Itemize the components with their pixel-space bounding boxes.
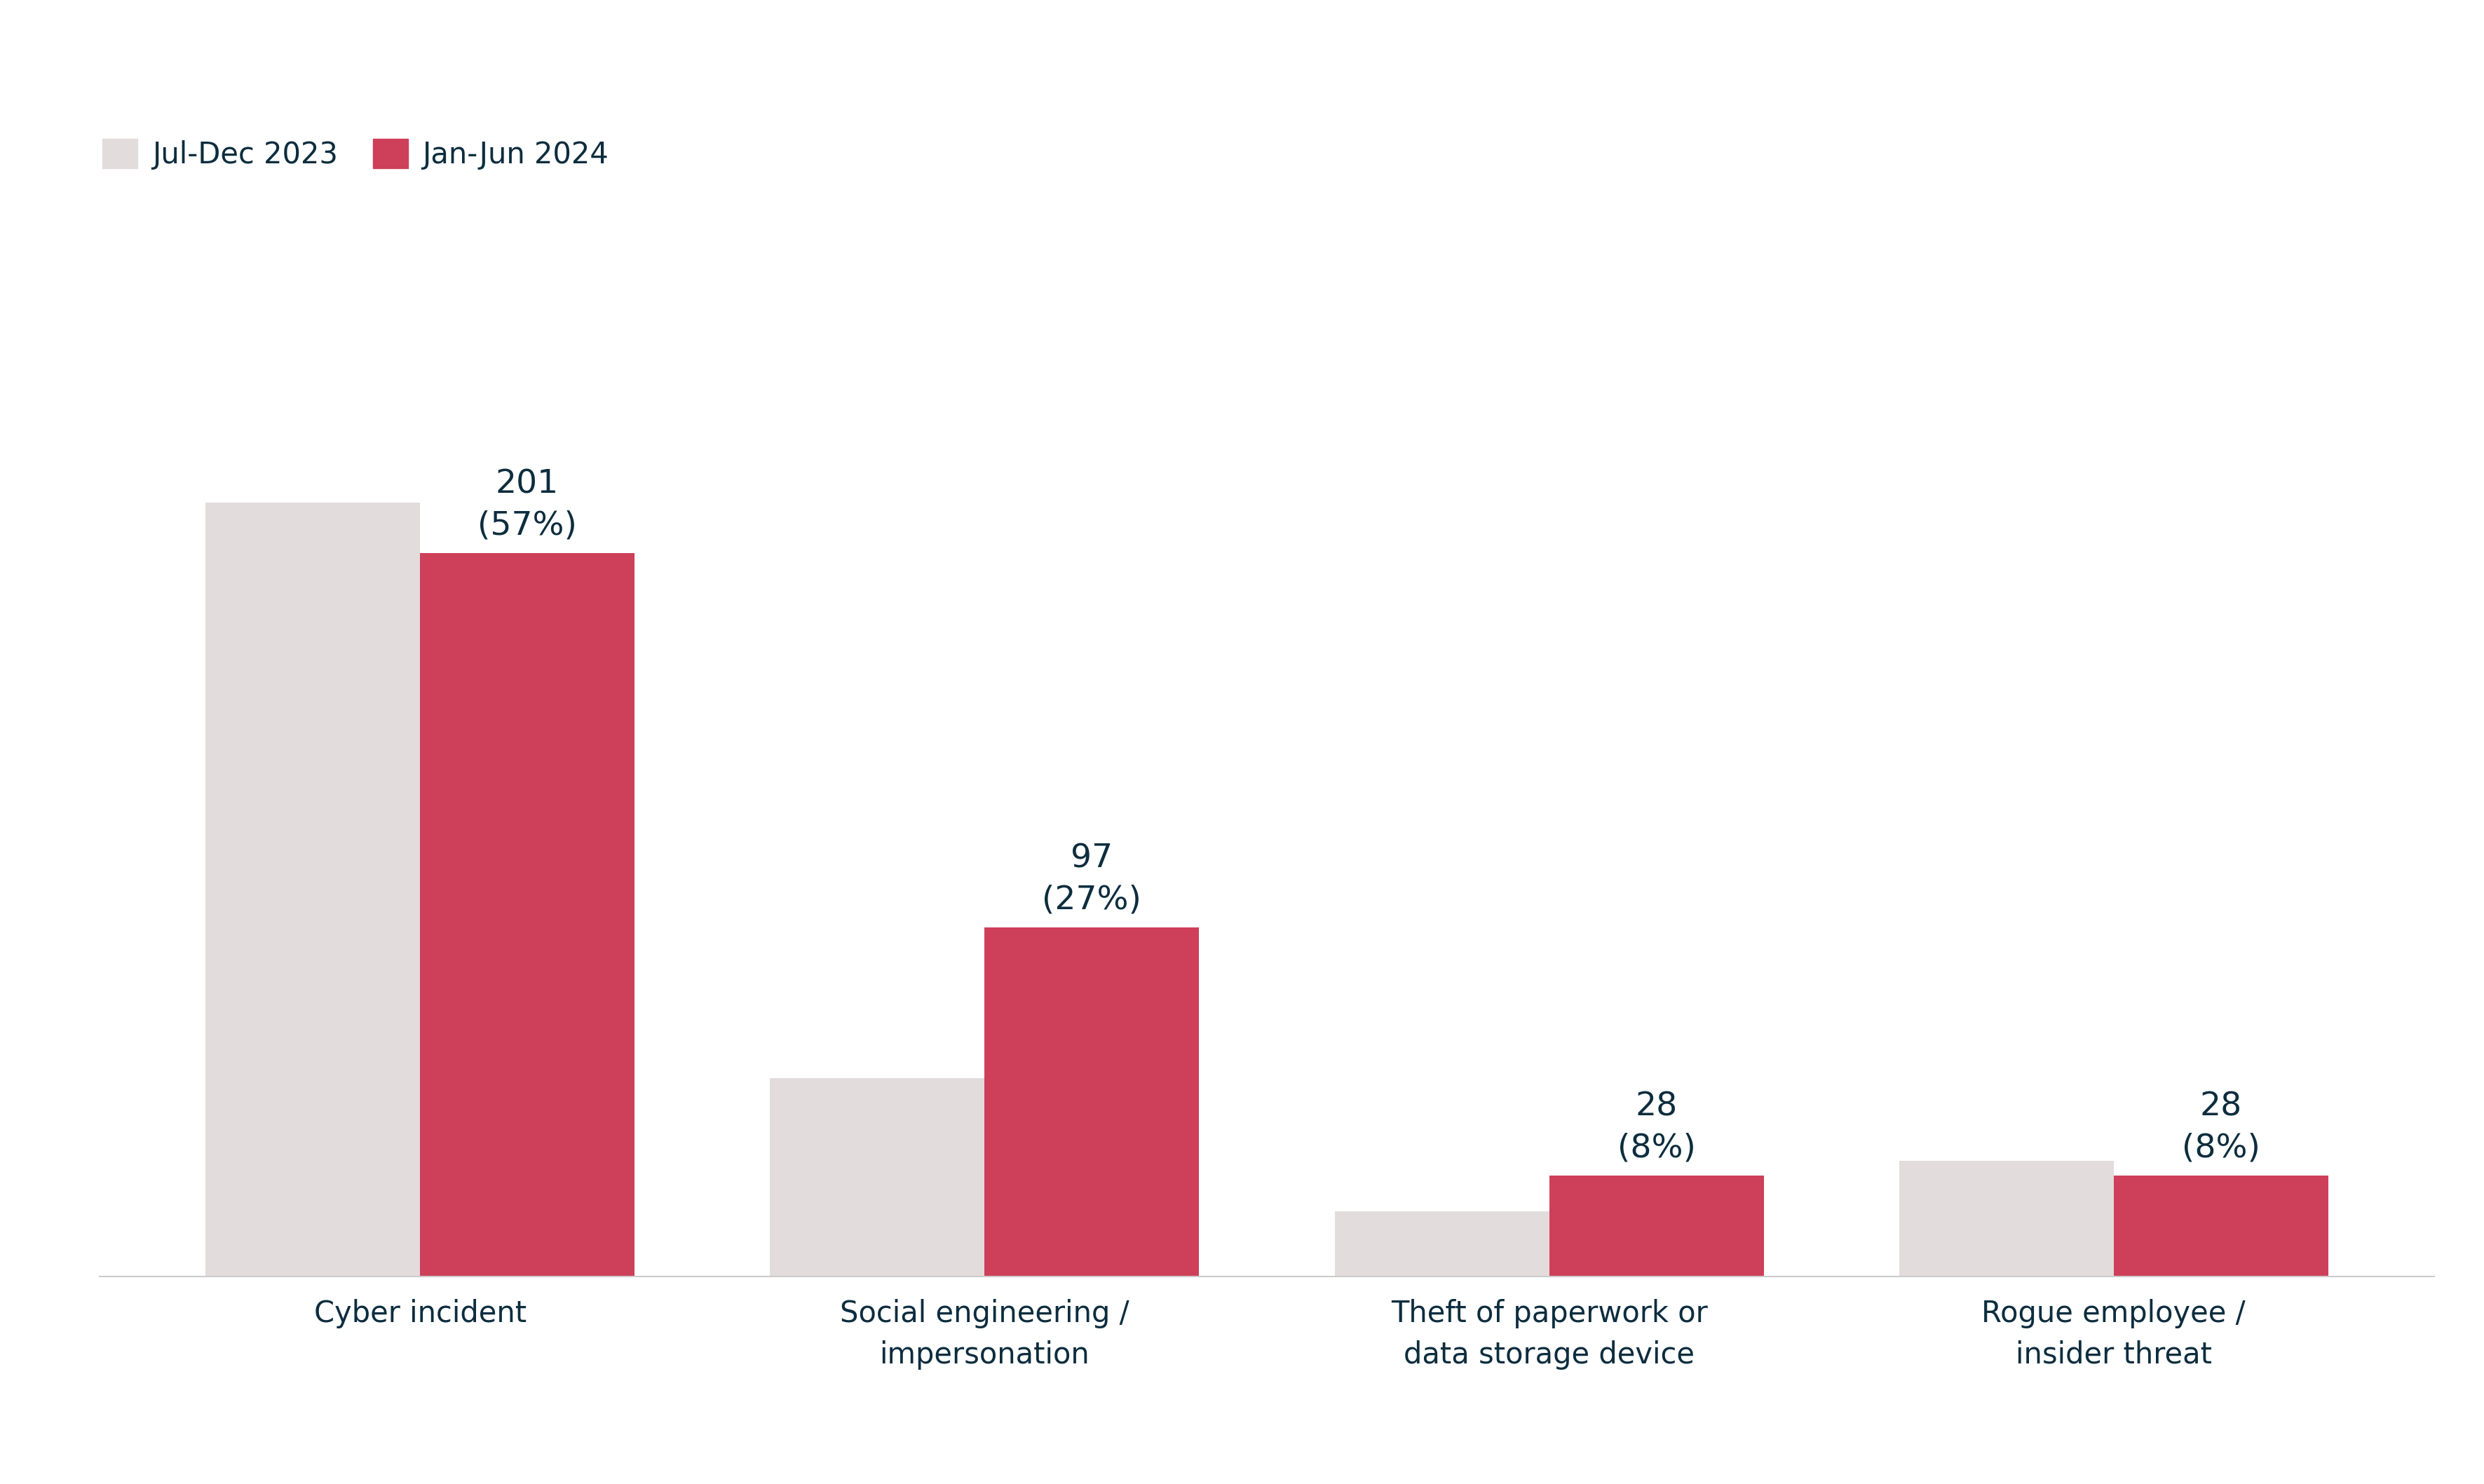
Legend: Jul-Dec 2023, Jan-Jun 2024: Jul-Dec 2023, Jan-Jun 2024 [89,126,621,181]
Text: 97
(27%): 97 (27%) [1043,843,1143,916]
Text: 201
(57%): 201 (57%) [477,469,576,542]
Bar [2114,1175,2328,1276]
Text: 28
(8%): 28 (8%) [2181,1091,2260,1163]
Bar [770,1079,984,1276]
Bar [206,503,420,1276]
Bar [1550,1175,1764,1276]
Bar [420,554,633,1276]
Bar [1334,1211,1550,1276]
Bar [984,928,1200,1276]
Bar [1900,1160,2114,1276]
Text: 28
(8%): 28 (8%) [1617,1091,1697,1163]
